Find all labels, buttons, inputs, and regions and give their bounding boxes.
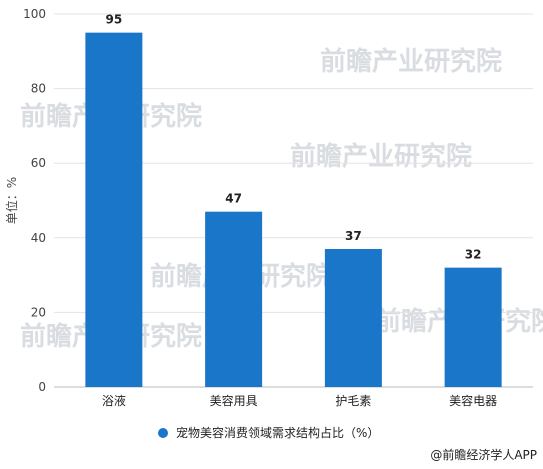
y-tick-label: 40 xyxy=(31,231,46,245)
y-axis-ticks: 0 20 40 60 80 100 xyxy=(23,7,46,394)
x-axis-categories: 浴液 美容用具 护毛素 美容电器 xyxy=(102,393,497,408)
x-category-label: 美容电器 xyxy=(449,393,497,408)
watermark-text: 前瞻产业研究院 xyxy=(290,141,472,172)
y-tick-label: 100 xyxy=(23,7,46,21)
data-labels: 95 47 37 32 xyxy=(106,13,482,262)
data-label: 37 xyxy=(345,229,362,243)
y-tick-label: 0 xyxy=(38,380,46,394)
data-label: 95 xyxy=(106,13,123,27)
bar xyxy=(444,267,502,387)
y-tick-label: 60 xyxy=(31,156,46,170)
x-category-label: 浴液 xyxy=(102,393,126,408)
data-label: 47 xyxy=(225,192,242,206)
source-credit: @前瞻经济学人APP xyxy=(430,448,537,462)
bar xyxy=(205,211,263,387)
bar xyxy=(85,32,143,388)
bar xyxy=(324,248,382,387)
legend[interactable]: 宠物美容消费领域需求结构占比（%） xyxy=(158,425,379,440)
data-label: 32 xyxy=(465,248,482,262)
watermark-text: 前瞻产业研究院 xyxy=(320,46,502,77)
bars xyxy=(85,32,502,388)
y-tick-label: 20 xyxy=(31,305,46,319)
x-category-label: 美容用具 xyxy=(210,393,258,408)
y-tick-label: 80 xyxy=(31,82,46,96)
y-axis-label: 单位：% xyxy=(4,177,19,224)
x-category-label: 护毛素 xyxy=(335,394,371,408)
legend-label: 宠物美容消费领域需求结构占比（%） xyxy=(176,425,379,440)
legend-swatch xyxy=(158,428,168,438)
